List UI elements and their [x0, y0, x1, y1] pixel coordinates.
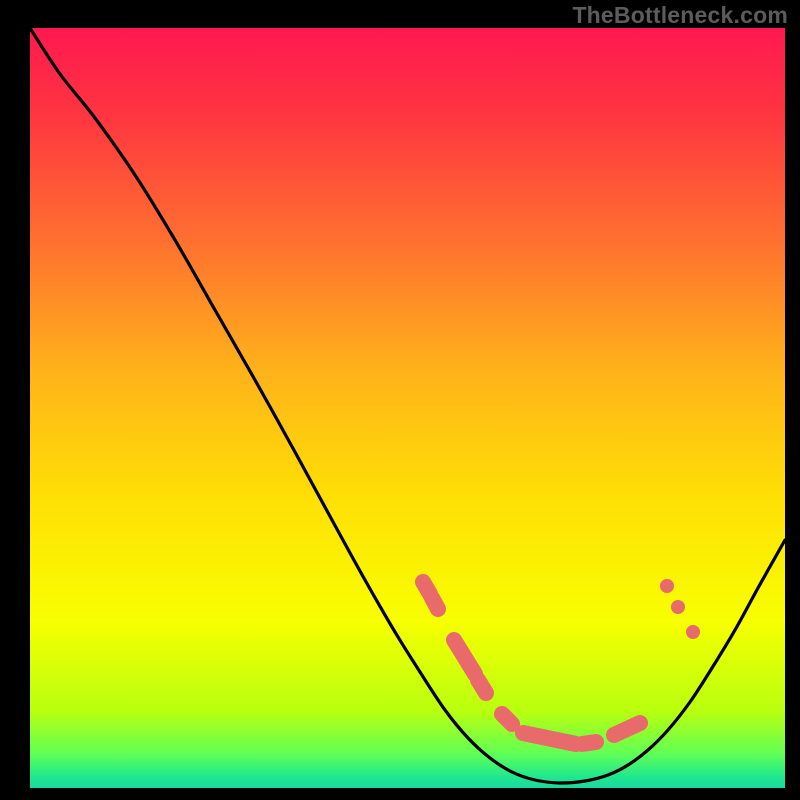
bottleneck-chart	[0, 0, 800, 800]
marker-pill	[478, 680, 486, 693]
gradient-background	[30, 28, 785, 788]
marker-pill	[432, 598, 438, 609]
marker-pill	[502, 714, 512, 724]
frame-bottom	[0, 788, 800, 800]
marker-pill	[582, 742, 596, 744]
marker-dot	[686, 625, 700, 639]
marker-pill	[614, 723, 640, 735]
marker-dot	[671, 600, 685, 614]
marker-dot	[660, 579, 674, 593]
frame-right	[785, 0, 800, 800]
marker-pill	[523, 733, 576, 744]
watermark-text: TheBottleneck.com	[572, 2, 788, 29]
frame-left	[0, 0, 30, 800]
